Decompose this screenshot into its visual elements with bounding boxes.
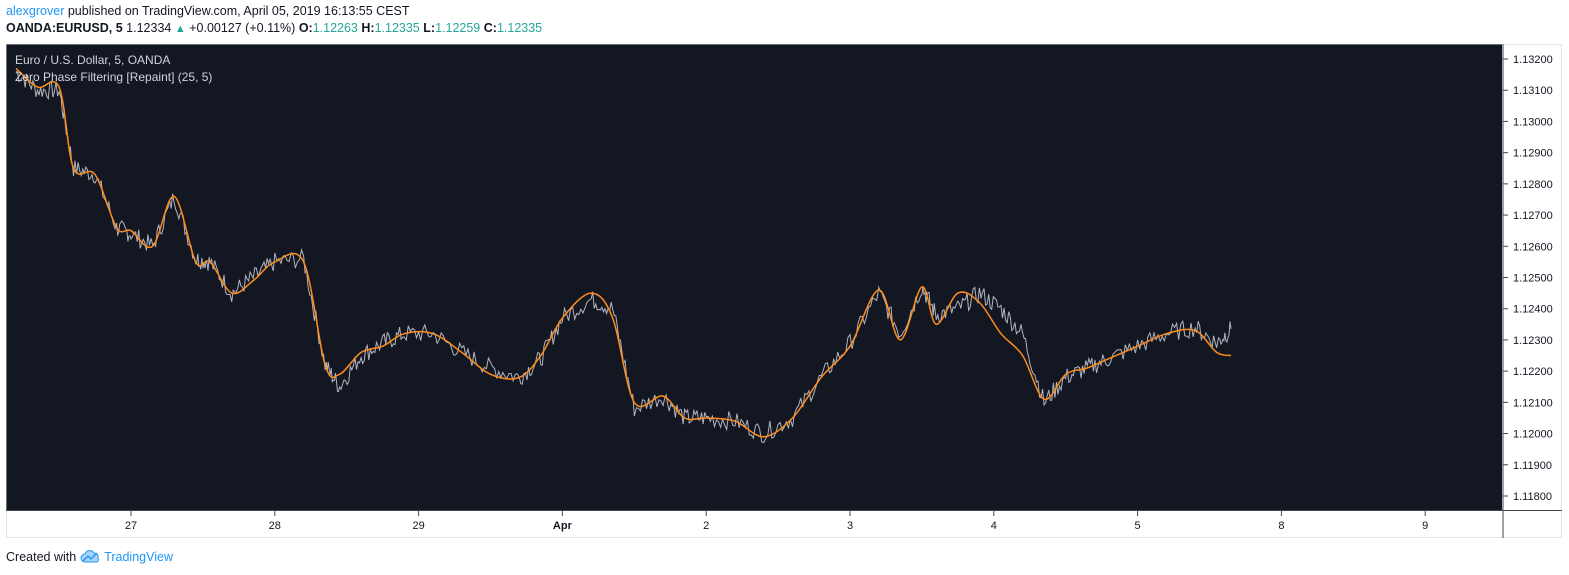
low-label: L:: [423, 21, 436, 35]
x-tick-label: 2: [703, 520, 709, 532]
last-price: 1.12334: [126, 21, 172, 35]
published-text: published on TradingView.com, April 05, …: [64, 4, 410, 18]
author-link[interactable]: alexgrover: [6, 4, 65, 18]
high-value: 1.12335: [374, 21, 420, 35]
up-arrow-icon: ▲: [174, 23, 186, 35]
price-chart[interactable]: 1.13200 1.13100 1.13000 1.12900 1.12800 1.127…: [5, 43, 1563, 539]
x-tick-label: 5: [1135, 520, 1141, 532]
y-tick-label: 1.11800: [1513, 491, 1552, 503]
time-axis[interactable]: 27 28 29 Apr 2 3 4 5 8 9: [125, 511, 1428, 532]
low-value: 1.12259: [435, 21, 481, 35]
x-tick-label: 28: [269, 520, 281, 532]
y-tick-label: 1.12300: [1513, 335, 1553, 347]
x-tick-label: 3: [847, 520, 853, 532]
brand-name: TradingView: [104, 550, 173, 564]
symbol-bar: OANDA:EURUSD, 5 1.12334 ▲ +0.00127 (+0.1…: [6, 21, 542, 35]
y-tick-label: 1.13200: [1513, 54, 1553, 66]
y-tick-label: 1.11900: [1513, 460, 1552, 472]
tradingview-link[interactable]: TradingView: [80, 550, 173, 564]
indicator-legend[interactable]: Zero Phase Filtering [Repaint] (25, 5): [15, 70, 213, 84]
x-tick-label: 9: [1422, 520, 1428, 532]
open-label: O:: [298, 21, 313, 35]
x-tick-label: 4: [991, 520, 997, 532]
x-tick-label: 8: [1278, 520, 1284, 532]
y-tick-label: 1.13000: [1513, 116, 1553, 128]
price-axis[interactable]: 1.13200 1.13100 1.13000 1.12900 1.12800 1.127…: [1503, 54, 1553, 503]
close-value: 1.12335: [496, 21, 543, 35]
high-label: H:: [361, 21, 375, 35]
y-tick-label: 1.12700: [1513, 210, 1553, 222]
y-tick-label: 1.12500: [1513, 273, 1553, 285]
tradingview-cloud-icon: [80, 550, 100, 563]
plot-background: [6, 44, 1502, 510]
footer: Created with TradingView: [6, 550, 173, 564]
x-tick-label: 29: [412, 520, 424, 532]
open-value: 1.12263: [312, 21, 358, 35]
y-tick-label: 1.12600: [1513, 241, 1553, 253]
created-with-text: Created with: [6, 550, 77, 564]
y-tick-label: 1.12400: [1513, 304, 1553, 316]
instrument-legend: Euro / U.S. Dollar, 5, OANDA: [15, 53, 171, 67]
y-tick-label: 1.12100: [1513, 397, 1553, 409]
symbol-name: OANDA:EURUSD, 5: [6, 21, 123, 35]
x-tick-label: Apr: [553, 520, 573, 532]
y-tick-label: 1.12900: [1513, 148, 1553, 160]
close-label: C:: [483, 21, 497, 35]
chart-area[interactable]: 1.13200 1.13100 1.13000 1.12900 1.12800 1.127…: [5, 43, 1563, 539]
x-tick-label: 27: [125, 520, 137, 532]
y-tick-label: 1.12800: [1513, 179, 1553, 191]
y-tick-label: 1.13100: [1513, 85, 1553, 97]
price-change: +0.00127 (+0.11%): [189, 21, 296, 35]
y-tick-label: 1.12200: [1513, 366, 1553, 378]
filter-line: [15, 67, 1232, 438]
filter-series: [15, 67, 1232, 438]
y-tick-label: 1.12000: [1513, 429, 1553, 441]
publish-info: alexgrover published on TradingView.com,…: [6, 4, 410, 18]
